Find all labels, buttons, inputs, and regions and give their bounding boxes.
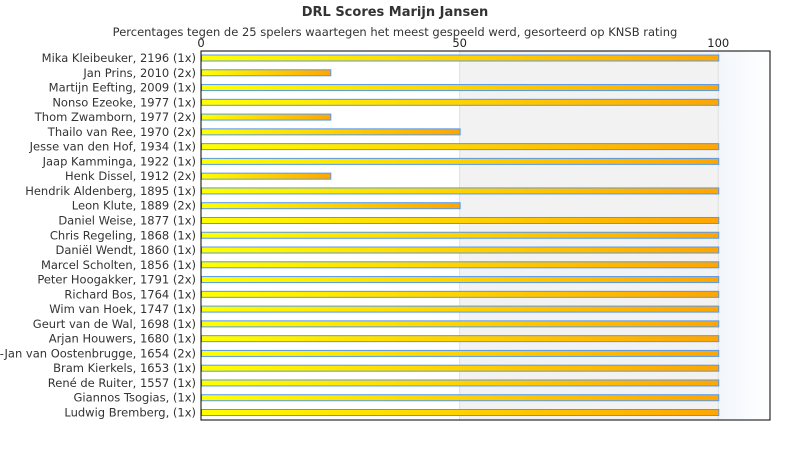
- bar: [201, 54, 720, 62]
- category-label: Leon Klute, 1889 (2x): [72, 199, 196, 213]
- bar: [201, 84, 720, 92]
- category-label: Thailo van Ree, 1970 (2x): [47, 125, 196, 139]
- x-tick-label: 100: [707, 36, 729, 50]
- category-label: Marcel Scholten, 1856 (1x): [41, 258, 196, 272]
- chart-subtitle: Percentages tegen de 25 spelers waartege…: [113, 25, 678, 39]
- category-label: Henk Dissel, 1912 (2x): [65, 169, 196, 183]
- category-label: Wim van Hoek, 1747 (1x): [49, 302, 196, 316]
- bar: [201, 231, 720, 239]
- category-label: Bert-Jan van Oostenbrugge, 1654 (2x): [0, 346, 196, 360]
- bar: [201, 276, 720, 284]
- category-label: Giannos Tsogias, (1x): [73, 391, 196, 405]
- category-label: Nonso Ezeoke, 1977 (1x): [52, 95, 196, 109]
- category-label: Thom Zwamborn, 1977 (2x): [34, 110, 196, 124]
- bar: [201, 143, 720, 151]
- chart-title: DRL Scores Marijn Jansen: [302, 5, 489, 20]
- bar: [201, 379, 720, 387]
- bar: [201, 246, 720, 254]
- bar: [201, 128, 461, 136]
- bar: [201, 409, 720, 416]
- category-label: Ludwig Bremberg, (1x): [64, 406, 196, 420]
- category-label: Arjan Houwers, 1680 (1x): [49, 332, 196, 346]
- category-label: Jesse van den Hof, 1934 (1x): [29, 140, 196, 154]
- bar: [201, 394, 720, 402]
- category-label: Peter Hoogakker, 1791 (2x): [37, 273, 196, 287]
- plot-frame: [200, 50, 771, 421]
- category-label: Jan Prins, 2010 (2x): [82, 66, 196, 80]
- bar: [201, 98, 720, 106]
- category-label: Chris Regeling, 1868 (1x): [50, 228, 196, 242]
- bar: [201, 261, 720, 269]
- bar: [201, 157, 720, 165]
- category-label: Richard Bos, 1764 (1x): [64, 287, 196, 301]
- x-tick-label: 50: [452, 36, 467, 50]
- category-label: Martijn Eefting, 2009 (1x): [49, 81, 196, 95]
- x-tick-label: 0: [197, 36, 204, 50]
- category-label: Geurt van de Wal, 1698 (1x): [33, 317, 196, 331]
- bar: [201, 172, 332, 180]
- category-label: Jaap Kamminga, 1922 (1x): [42, 154, 196, 168]
- bar: [201, 113, 332, 121]
- bar: [201, 202, 461, 210]
- bar: [201, 187, 720, 195]
- category-label: Daniel Weise, 1877 (1x): [58, 213, 196, 227]
- bar: [201, 349, 720, 357]
- bar: [201, 69, 332, 77]
- bar: [201, 305, 720, 313]
- category-label: Daniël Wendt, 1860 (1x): [55, 243, 196, 257]
- category-label: Mika Kleibeuker, 2196 (1x): [42, 51, 196, 65]
- bar: [201, 335, 720, 343]
- category-label: Hendrik Aldenberg, 1895 (1x): [25, 184, 196, 198]
- bar: [201, 290, 720, 298]
- bar: [201, 364, 720, 372]
- bar: [201, 216, 720, 224]
- bar: [201, 320, 720, 328]
- category-label: René de Ruiter, 1557 (1x): [48, 376, 196, 390]
- plot-band-edge: [718, 51, 770, 420]
- category-label: Bram Kierkels, 1653 (1x): [53, 361, 196, 375]
